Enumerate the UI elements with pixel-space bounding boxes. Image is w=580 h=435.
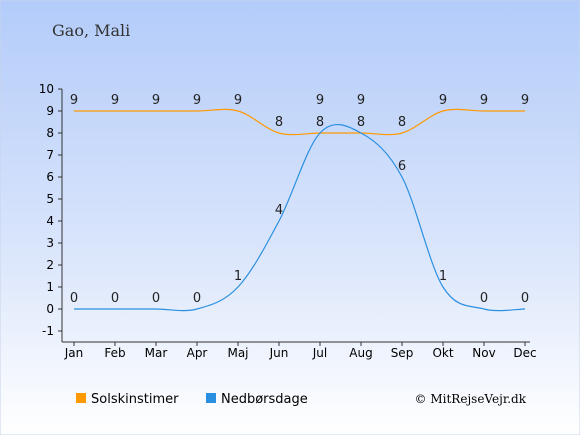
data-label-1: 8 [357,115,365,130]
data-label-0: 9 [70,93,78,108]
x-tick-label: Dec [513,346,536,360]
x-tick-label: Feb [104,346,125,360]
x-tick-label: Sep [391,346,414,360]
y-tick-label: 3 [46,236,54,250]
y-tick-label: -1 [42,324,54,338]
data-label-1: 4 [275,203,283,218]
data-label-0: 8 [398,115,406,130]
series-line-1 [74,124,526,312]
data-label-0: 9 [234,93,242,108]
x-tick-label: Jun [269,346,289,360]
data-label-1: 1 [439,269,447,284]
y-tick-label: 5 [46,192,54,206]
x-tick-label: Maj [227,346,248,360]
x-ticks: Jan Feb Mar Apr Maj Jun Jul Aug Sep Okt Nov Dec [64,342,537,360]
x-tick-label: Aug [349,346,372,360]
y-tick-label: 8 [46,126,54,140]
x-tick-label: Mar [145,346,168,360]
legend-swatch-0 [76,393,86,403]
data-label-0: 8 [275,115,283,130]
legend-swatch-1 [206,393,216,403]
y-tick-label: 9 [46,104,54,118]
data-labels: 9 9 9 9 9 8 9 9 8 9 9 9 0 0 0 0 1 4 8 8 6 1 0 0 [70,93,529,306]
credit-text: © MitRejseVejr.dk [415,392,527,406]
x-tick-label: Jul [312,346,327,360]
data-label-0: 9 [193,93,201,108]
y-tick-label: 6 [46,170,54,184]
series-line-0 [74,108,525,136]
y-tick-label: 4 [46,214,54,228]
data-label-0: 9 [111,93,119,108]
data-label-1: 0 [521,291,529,306]
data-label-1: 8 [316,115,324,130]
x-tick-label: Jan [64,346,84,360]
data-label-0: 9 [480,93,488,108]
data-label-1: 0 [111,291,119,306]
x-tick-label: Nov [472,346,495,360]
x-tick-label: Okt [432,346,453,360]
x-tick-label: Apr [187,346,208,360]
data-label-0: 9 [439,93,447,108]
series-lines [74,108,526,312]
data-label-1: 0 [152,291,160,306]
y-tick-label: 10 [39,82,54,96]
legend: Solskinstimer Nedbørsdage [76,392,308,407]
data-label-0: 9 [316,93,324,108]
legend-label-0: Solskinstimer [91,392,179,407]
data-label-1: 6 [398,159,406,174]
data-label-1: 0 [480,291,488,306]
data-label-1: 0 [193,291,201,306]
data-label-0: 9 [357,93,365,108]
legend-label-1: Nedbørsdage [221,392,308,407]
data-label-0: 9 [521,93,529,108]
data-label-1: 1 [234,269,242,284]
y-ticks: -1 0 1 2 3 4 5 6 7 8 9 10 [39,82,62,338]
y-tick-label: 0 [46,302,54,316]
y-tick-label: 1 [46,280,54,294]
y-tick-label: 7 [46,148,54,162]
y-tick-label: 2 [46,258,54,272]
chart-title: Gao, Mali [52,21,130,40]
data-label-0: 9 [152,93,160,108]
data-label-1: 0 [70,291,78,306]
